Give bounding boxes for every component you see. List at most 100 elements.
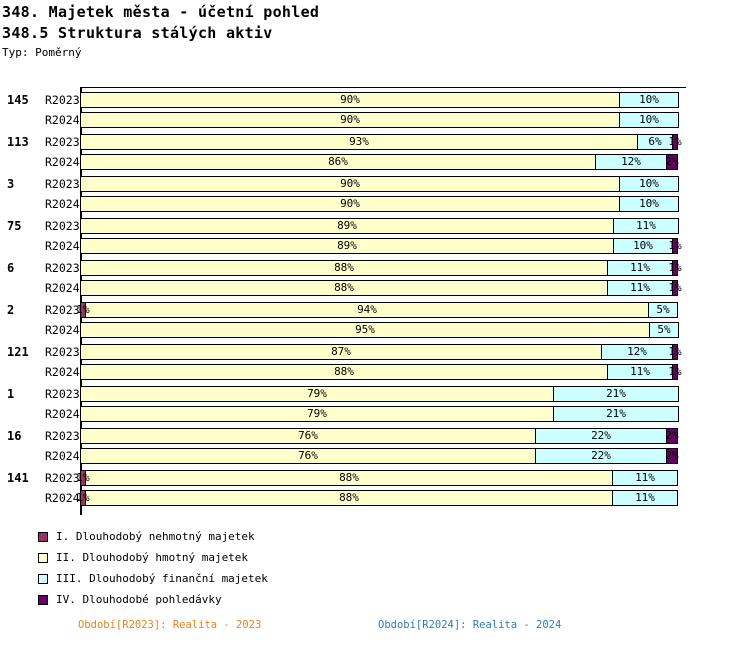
bar-row: 113 R2023 93% 6% 1%	[0, 134, 750, 150]
segment-value-label: 1%	[668, 365, 682, 378]
segment-value-label: 88%	[334, 261, 354, 274]
bar-segment-III: 12%	[601, 344, 673, 360]
segment-value-label: 11%	[630, 281, 650, 294]
segment-value-label: 1%	[668, 239, 682, 252]
chart-type-label: Typ: Poměrný	[2, 46, 82, 59]
stacked-bar: 79% 21%	[80, 386, 680, 402]
stacked-bar: 88% 11% 1%	[80, 364, 682, 380]
segment-value-label: 88%	[339, 471, 359, 484]
stacked-bar: 88% 11% 1%	[80, 260, 682, 276]
bar-segment-III: 12%	[595, 154, 667, 170]
bar-segment-II: 88%	[80, 364, 608, 380]
stacked-bar: 1% 88% 11%	[76, 490, 680, 506]
bar-segment-III: 21%	[553, 406, 679, 422]
bar-segment-III: 11%	[607, 364, 673, 380]
segment-value-label: 87%	[331, 345, 351, 358]
stacked-bar: 76% 22% 2%	[80, 428, 680, 444]
legend-label: I. Dlouhodobý nehmotný majetek	[56, 530, 255, 543]
bar-group: 6 R2023 88% 11% 1% R2024 88% 11% 1%	[0, 260, 750, 296]
segment-value-label: 11%	[636, 219, 656, 232]
segment-value-label: 11%	[630, 261, 650, 274]
row-label: R2024	[45, 491, 80, 505]
bar-group: 145 R2023 90% 10% R2024 90% 10%	[0, 92, 750, 128]
row-label: R2023	[45, 93, 80, 107]
page-title: 348. Majetek města - účetní pohled	[2, 3, 320, 21]
y-axis-line	[80, 87, 82, 515]
bar-row: R2024 88% 11% 1%	[0, 280, 750, 296]
bar-segment-III: 11%	[607, 260, 673, 276]
bar-row: 2 R2023 1% 94% 5%	[0, 302, 750, 318]
bar-segment-II: 89%	[80, 218, 614, 234]
segment-value-label: 90%	[340, 177, 360, 190]
group-label	[0, 448, 45, 464]
segment-value-label: 76%	[298, 449, 318, 462]
stacked-bar: 89% 11%	[80, 218, 680, 234]
group-label	[0, 406, 45, 422]
segment-value-label: 88%	[339, 491, 359, 504]
segment-value-label: 86%	[328, 155, 348, 168]
row-label: R2024	[45, 113, 80, 127]
row-label: R2024	[45, 365, 80, 379]
segment-value-label: 94%	[357, 303, 377, 316]
bar-segment-II: 76%	[80, 448, 536, 464]
segment-value-label: 76%	[298, 429, 318, 442]
stacked-bar: 76% 22% 2%	[80, 448, 680, 464]
bar-row: R2024 86% 12% 2%	[0, 154, 750, 170]
segment-value-label: 21%	[606, 407, 626, 420]
bar-group: 75 R2023 89% 11% R2024 89% 10% 1%	[0, 218, 750, 254]
bar-group: 1 R2023 79% 21% R2024 79% 21%	[0, 386, 750, 422]
bar-segment-II: 95%	[80, 322, 650, 338]
bar-segment-II: 87%	[80, 344, 602, 360]
bar-row: 6 R2023 88% 11% 1%	[0, 260, 750, 276]
bar-row: 121 R2023 87% 12% 1%	[0, 344, 750, 360]
row-label: R2023	[45, 387, 80, 401]
stacked-bar: 87% 12% 1%	[80, 344, 682, 360]
row-label: R2023	[45, 219, 80, 233]
bar-segment-IV: 1%	[668, 134, 682, 150]
group-label: 16	[7, 429, 22, 443]
row-label: R2023	[45, 471, 80, 485]
group-label: 121	[7, 345, 29, 359]
bar-row: 1 R2023 79% 21%	[0, 386, 750, 402]
stacked-bar: 93% 6% 1%	[80, 134, 682, 150]
bar-segment-III: 10%	[619, 92, 679, 108]
bar-segment-IV: 1%	[668, 280, 682, 296]
period-footer: Období[R2023]: Realita - 2023 Období[R20…	[0, 619, 750, 635]
segment-value-label: 11%	[635, 491, 655, 504]
segment-value-label: 12%	[627, 345, 647, 358]
segment-value-label: 22%	[591, 449, 611, 462]
bar-group: 2 R2023 1% 94% 5% R2024 95% 5%	[0, 302, 750, 338]
row-label: R2023	[45, 303, 80, 317]
row-label: R2024	[45, 155, 80, 169]
segment-value-label: 90%	[340, 93, 360, 106]
bar-segment-III: 5%	[649, 322, 679, 338]
segment-value-label: 93%	[349, 135, 369, 148]
bar-segment-III: 11%	[612, 470, 678, 486]
bar-segment-IV: 2%	[665, 154, 679, 170]
legend-item: IV. Dlouhodobé pohledávky	[38, 589, 268, 610]
bar-segment-II: 79%	[80, 406, 554, 422]
bar-group: 141 R2023 1% 88% 11% R2024 1% 88% 11%	[0, 470, 750, 506]
group-label: 113	[7, 135, 29, 149]
bar-segment-II: 79%	[80, 386, 554, 402]
bar-segment-III: 22%	[535, 428, 667, 444]
stacked-bar: 90% 10%	[80, 176, 680, 192]
segment-value-label: 11%	[635, 471, 655, 484]
segment-value-label: 1%	[668, 281, 682, 294]
segment-value-label: 10%	[639, 93, 659, 106]
bar-row: R2024 88% 11% 1%	[0, 364, 750, 380]
group-label	[0, 364, 45, 380]
row-label: R2024	[45, 281, 80, 295]
legend-label: III. Dlouhodobý finanční majetek	[56, 572, 268, 585]
group-label	[0, 196, 45, 212]
bar-segment-II: 86%	[80, 154, 596, 170]
row-label: R2023	[45, 135, 80, 149]
group-label: 1	[7, 387, 15, 401]
row-label: R2024	[45, 239, 80, 253]
group-label: 141	[7, 471, 29, 485]
legend-item: II. Dlouhodobý hmotný majetek	[38, 547, 268, 568]
segment-value-label: 89%	[337, 219, 357, 232]
stacked-bar: 79% 21%	[80, 406, 680, 422]
row-label: R2023	[45, 261, 80, 275]
